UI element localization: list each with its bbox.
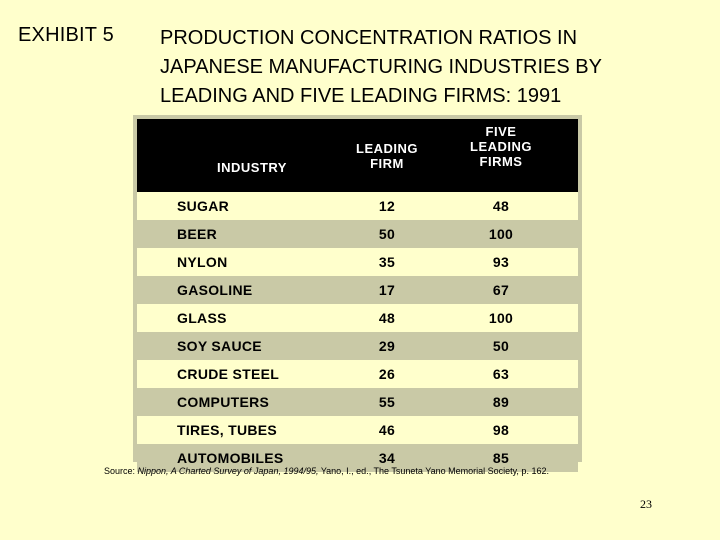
leading-firm-cell: 17: [378, 282, 396, 298]
column-header-leading-firm-line-2: FIRM: [370, 156, 404, 171]
table-row: SUGAR 12 48: [137, 192, 578, 220]
table-row: SOY SAUCE 29 50: [137, 332, 578, 360]
source-publication: Nippon, A Charted Survey of Japan, 1994/…: [137, 466, 319, 476]
leading-firm-cell: 12: [378, 198, 396, 214]
table-row: GASOLINE 17 67: [137, 276, 578, 304]
five-leading-firms-cell: 93: [492, 254, 510, 270]
industry-cell: CRUDE STEEL: [177, 366, 280, 382]
five-leading-firms-cell: 63: [492, 366, 510, 382]
leading-firm-cell: 55: [378, 394, 396, 410]
table-row: AUTOMOBILES 34 85: [137, 444, 578, 472]
table-row: COMPUTERS 55 89: [137, 388, 578, 416]
leading-firm-cell: 29: [378, 338, 396, 354]
title-line-2: JAPANESE MANUFACTURING INDUSTRIES BY: [160, 56, 602, 78]
five-leading-firms-cell: 100: [488, 310, 514, 326]
table-row: GLASS 48 100: [137, 304, 578, 332]
concentration-table: INDUSTRY LEADING FIRM FIVE LEADING FIRMS…: [133, 115, 582, 472]
leading-firm-cell: 46: [378, 422, 396, 438]
column-header-leading-firm-line-1: LEADING: [356, 141, 418, 156]
column-header-five-line-2: LEADING: [470, 139, 532, 154]
industry-cell: AUTOMOBILES: [177, 450, 284, 466]
five-leading-firms-cell: 85: [492, 450, 510, 466]
title-line-3: LEADING AND FIVE LEADING FIRMS: 1991: [160, 85, 562, 107]
table-row: CRUDE STEEL 26 63: [137, 360, 578, 388]
industry-cell: SUGAR: [177, 198, 230, 214]
industry-cell: TIRES, TUBES: [177, 422, 278, 438]
column-header-leading-firm: LEADING FIRM: [337, 141, 437, 171]
table-header: INDUSTRY LEADING FIRM FIVE LEADING FIRMS: [137, 119, 578, 192]
title-line-1: PRODUCTION CONCENTRATION RATIOS IN: [160, 27, 578, 49]
table-body: SUGAR 12 48 BEER 50 100 NYLON 35 93 GASO…: [137, 192, 578, 472]
column-header-five-leading-firms: FIVE LEADING FIRMS: [451, 124, 551, 169]
five-leading-firms-cell: 100: [488, 226, 514, 242]
page-title: PRODUCTION CONCENTRATION RATIOS IN JAPAN…: [160, 24, 710, 111]
source-details: Yano, I., ed., The Tsuneta Yano Memorial…: [318, 466, 549, 476]
industry-cell: GASOLINE: [177, 282, 253, 298]
industry-cell: BEER: [177, 226, 218, 242]
industry-cell: NYLON: [177, 254, 228, 270]
table-row: BEER 50 100: [137, 220, 578, 248]
column-header-five-line-1: FIVE: [485, 124, 517, 139]
leading-firm-cell: 35: [378, 254, 396, 270]
column-header-industry: INDUSTRY: [207, 160, 297, 175]
industry-cell: GLASS: [177, 310, 227, 326]
source-prefix: Source:: [104, 466, 138, 476]
five-leading-firms-cell: 48: [492, 198, 510, 214]
table-row: TIRES, TUBES 46 98: [137, 416, 578, 444]
industry-cell: COMPUTERS: [177, 394, 270, 410]
leading-firm-cell: 34: [378, 450, 396, 466]
leading-firm-cell: 48: [378, 310, 396, 326]
leading-firm-cell: 50: [378, 226, 396, 242]
column-header-five-line-3: FIRMS: [479, 154, 523, 169]
five-leading-firms-cell: 50: [492, 338, 510, 354]
five-leading-firms-cell: 67: [492, 282, 510, 298]
column-header-industry-label: INDUSTRY: [217, 160, 287, 175]
table-row: NYLON 35 93: [137, 248, 578, 276]
source-note: Source: Nippon, A Charted Survey of Japa…: [104, 466, 549, 476]
five-leading-firms-cell: 98: [492, 422, 510, 438]
five-leading-firms-cell: 89: [492, 394, 510, 410]
exhibit-label: EXHIBIT 5: [18, 24, 114, 46]
industry-cell: SOY SAUCE: [177, 338, 262, 354]
leading-firm-cell: 26: [378, 366, 396, 382]
page-number: 23: [640, 497, 652, 511]
